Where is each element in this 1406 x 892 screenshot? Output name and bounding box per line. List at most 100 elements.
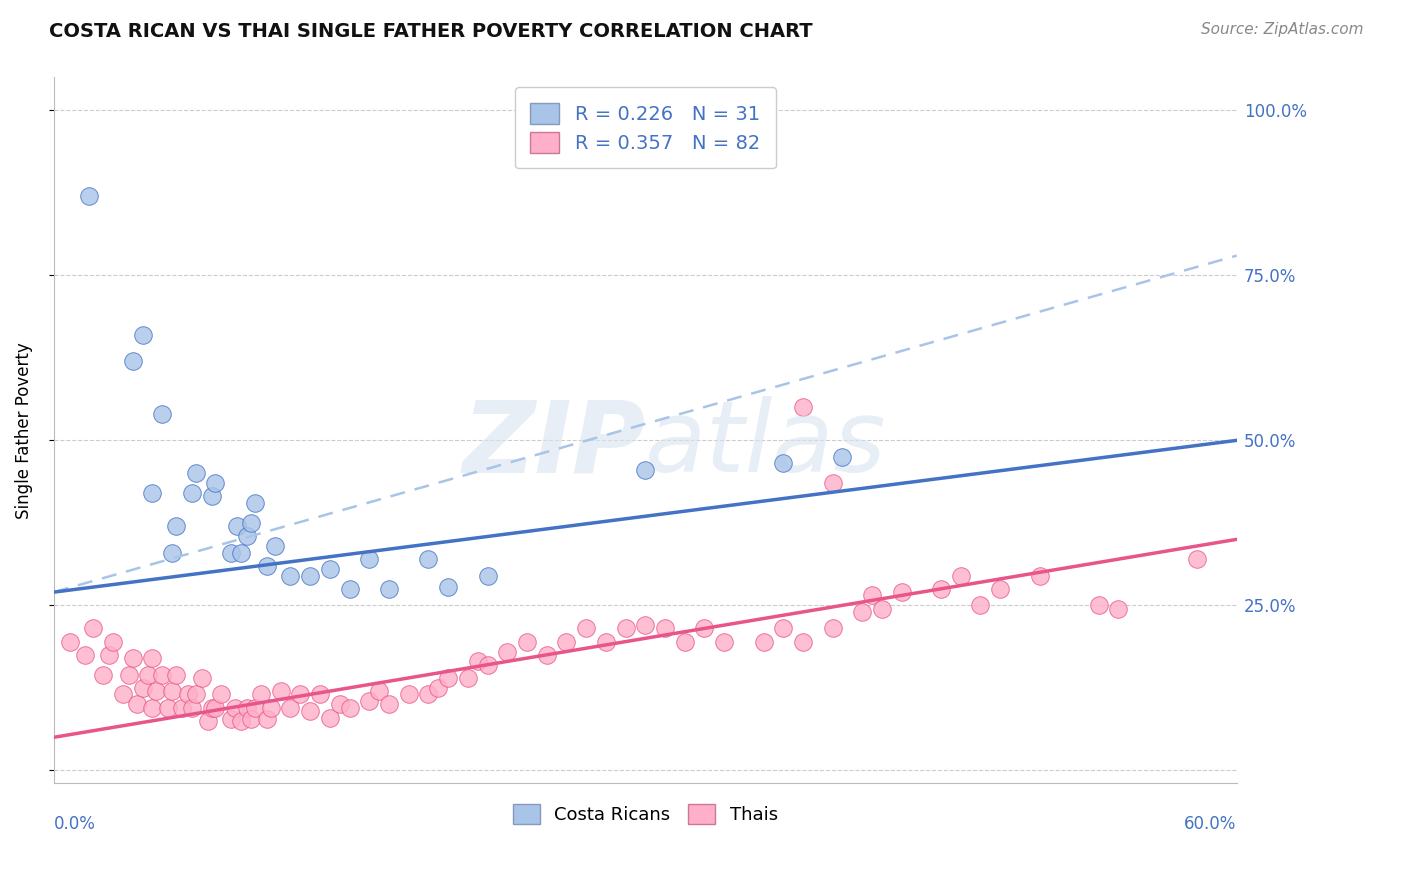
Point — [299, 568, 322, 582]
Point — [378, 698, 401, 712]
Point — [772, 622, 794, 636]
Point — [197, 714, 219, 728]
Point — [359, 694, 381, 708]
Point — [150, 667, 173, 681]
Point — [190, 671, 212, 685]
Point — [59, 634, 82, 648]
Point — [851, 605, 873, 619]
Point — [595, 634, 617, 648]
Point — [160, 684, 183, 698]
Point — [256, 558, 278, 573]
Point — [141, 651, 163, 665]
Point — [98, 648, 121, 662]
Point — [949, 568, 972, 582]
Point — [437, 671, 460, 685]
Point — [792, 634, 814, 648]
Text: Source: ZipAtlas.com: Source: ZipAtlas.com — [1201, 22, 1364, 37]
Point — [209, 687, 232, 701]
Point — [339, 582, 361, 596]
Point — [91, 667, 114, 681]
Point — [240, 516, 263, 530]
Point — [309, 687, 332, 701]
Point — [240, 712, 263, 726]
Point — [329, 698, 352, 712]
Point — [145, 684, 167, 698]
Point — [418, 687, 440, 701]
Point — [536, 648, 558, 662]
Point — [319, 562, 342, 576]
Point — [457, 671, 479, 685]
Point — [200, 700, 222, 714]
Point — [654, 622, 676, 636]
Point — [634, 618, 657, 632]
Point — [555, 634, 578, 648]
Point — [752, 634, 775, 648]
Text: 60.0%: 60.0% — [1184, 815, 1237, 833]
Point — [138, 667, 160, 681]
Point — [575, 622, 598, 636]
Point — [243, 496, 266, 510]
Text: 0.0%: 0.0% — [53, 815, 96, 833]
Point — [177, 687, 200, 701]
Point — [969, 599, 991, 613]
Point — [101, 634, 124, 648]
Point — [1107, 601, 1129, 615]
Point — [467, 654, 489, 668]
Point — [125, 698, 148, 712]
Point — [75, 648, 97, 662]
Point — [477, 657, 499, 672]
Point — [280, 568, 302, 582]
Point — [204, 476, 226, 491]
Point — [1087, 599, 1109, 613]
Point — [200, 490, 222, 504]
Point — [170, 700, 193, 714]
Text: ZIP: ZIP — [463, 396, 645, 493]
Point — [157, 700, 180, 714]
Point — [860, 589, 883, 603]
Point — [79, 189, 101, 203]
Point — [229, 545, 252, 559]
Point — [870, 601, 893, 615]
Point — [236, 529, 259, 543]
Point — [260, 700, 283, 714]
Point — [263, 539, 285, 553]
Point — [229, 714, 252, 728]
Text: atlas: atlas — [645, 396, 887, 493]
Point — [299, 704, 322, 718]
Point — [988, 582, 1011, 596]
Point — [713, 634, 735, 648]
Point — [160, 545, 183, 559]
Point — [477, 568, 499, 582]
Point — [1187, 552, 1209, 566]
Point — [831, 450, 853, 464]
Point — [226, 519, 249, 533]
Point — [243, 700, 266, 714]
Point — [141, 486, 163, 500]
Point — [131, 681, 153, 695]
Point — [131, 327, 153, 342]
Point — [772, 457, 794, 471]
Point — [165, 667, 187, 681]
Point — [890, 585, 912, 599]
Point — [256, 712, 278, 726]
Text: COSTA RICAN VS THAI SINGLE FATHER POVERTY CORRELATION CHART: COSTA RICAN VS THAI SINGLE FATHER POVERT… — [49, 22, 813, 41]
Point — [437, 580, 460, 594]
Point — [270, 684, 292, 698]
Point — [821, 622, 844, 636]
Point — [150, 407, 173, 421]
Point — [792, 401, 814, 415]
Point — [82, 622, 104, 636]
Point — [184, 467, 207, 481]
Point — [614, 622, 637, 636]
Y-axis label: Single Father Poverty: Single Father Poverty — [15, 343, 32, 519]
Point — [319, 710, 342, 724]
Point — [236, 700, 259, 714]
Point — [673, 634, 696, 648]
Point — [634, 463, 657, 477]
Point — [111, 687, 134, 701]
Point — [184, 687, 207, 701]
Point — [280, 700, 302, 714]
Point — [250, 687, 273, 701]
Point — [418, 552, 440, 566]
Point — [224, 700, 246, 714]
